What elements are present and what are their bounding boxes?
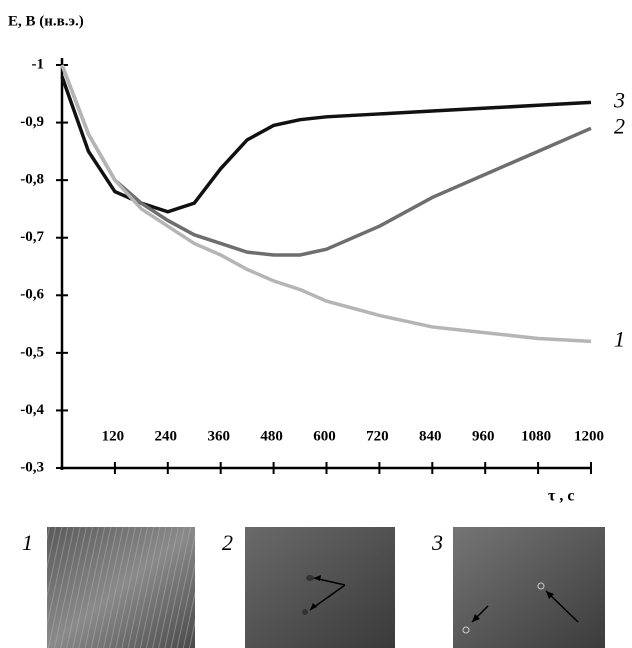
x-tick-label: 960 xyxy=(472,428,495,444)
line xyxy=(60,75,592,214)
y-tick-label: -0,7 xyxy=(20,229,44,245)
series-label: 1 xyxy=(614,326,625,351)
micrograph xyxy=(47,527,195,648)
panel-label: 3 xyxy=(431,530,443,555)
x-tick-label: 720 xyxy=(366,428,389,444)
y-axis-label: E, B (н.в.э.) xyxy=(8,13,84,29)
x-tick-label: 1080 xyxy=(521,428,551,444)
series-label: 2 xyxy=(614,113,625,138)
y-tick-label: -0,8 xyxy=(20,172,44,188)
y-tick-label: -0,5 xyxy=(20,344,44,360)
y-tick-label: -0,6 xyxy=(20,287,44,303)
x-tick-label: 120 xyxy=(102,428,125,444)
y-tick-label: -0,9 xyxy=(20,114,44,130)
x-axis-label: τ , c xyxy=(548,488,574,505)
micrograph xyxy=(245,527,395,648)
panel-label: 2 xyxy=(222,530,233,555)
line xyxy=(60,64,592,344)
y-tick-label: -0,3 xyxy=(20,459,44,475)
line xyxy=(60,64,592,257)
y-tick-label: -1 xyxy=(32,56,45,72)
x-tick-label: 360 xyxy=(207,428,230,444)
x-tick-label: 1200 xyxy=(574,428,604,444)
x-tick-label: 840 xyxy=(419,428,442,444)
x-tick-label: 240 xyxy=(155,428,178,444)
x-tick-label: 600 xyxy=(313,428,336,444)
y-tick-label: -0,4 xyxy=(20,402,44,418)
series-label: 3 xyxy=(613,87,625,112)
panel-label: 1 xyxy=(22,530,33,555)
x-tick-label: 480 xyxy=(260,428,283,444)
micrograph xyxy=(453,527,605,648)
